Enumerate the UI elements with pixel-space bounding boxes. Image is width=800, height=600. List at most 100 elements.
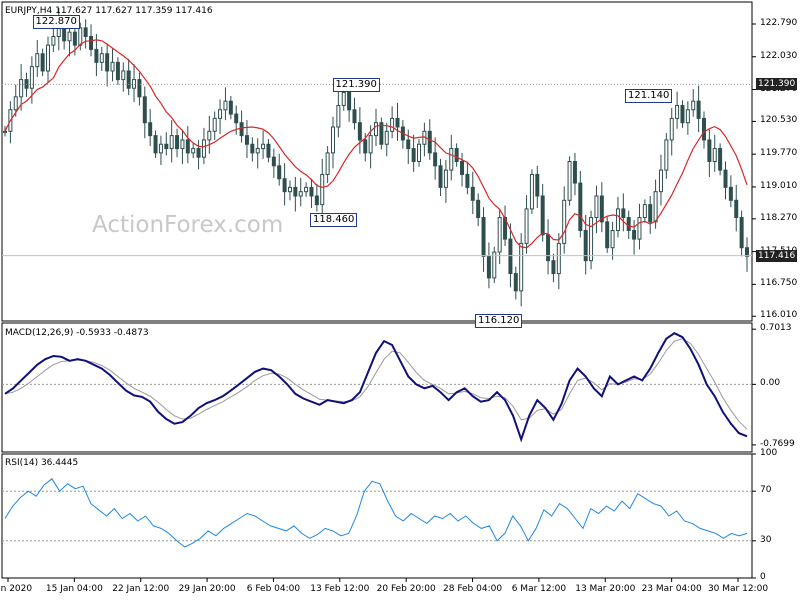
candle-body	[137, 79, 142, 98]
price-callout: 122.870	[32, 14, 80, 29]
rsi-frame	[1, 453, 753, 579]
candle-body	[35, 53, 40, 68]
watermark: ActionForex.com	[92, 212, 284, 238]
candle-body	[626, 217, 631, 231]
candle-body	[330, 126, 335, 154]
price-callout: 116.120	[475, 313, 523, 328]
candle-body	[427, 130, 432, 154]
candle-body	[486, 255, 491, 279]
candle-body	[99, 53, 104, 63]
macd-tick-label: -0.7699	[760, 438, 795, 449]
x-tick-label: 22 Jan 12:00	[112, 584, 170, 594]
candle-body	[524, 208, 529, 244]
candle-body	[664, 139, 669, 171]
candle-body	[497, 217, 502, 253]
candle-body	[395, 117, 400, 128]
candle-body	[615, 208, 620, 231]
candle-body	[94, 48, 99, 63]
candle-body	[266, 143, 271, 158]
candle-body	[309, 186, 314, 197]
candle-body	[277, 165, 282, 180]
candle-body	[443, 169, 448, 188]
candle-body	[728, 186, 733, 201]
macd-line	[4, 332, 748, 443]
price-panel	[2, 8, 756, 317]
candle-body	[648, 204, 653, 223]
candle-body	[406, 139, 411, 150]
candle-body	[164, 143, 169, 150]
macd-header: MACD(12,26,9) -0.5933 -0.4873	[5, 328, 149, 338]
candle-body	[470, 186, 475, 201]
candle-body	[701, 117, 706, 141]
candle-body	[551, 260, 556, 275]
candle-body	[572, 161, 577, 184]
candle-body	[304, 186, 309, 193]
candle-body	[363, 139, 368, 154]
candle-body	[67, 31, 72, 42]
candle-body	[51, 35, 56, 46]
candle-body	[669, 117, 674, 141]
candle-body	[201, 139, 206, 158]
candle-body	[460, 161, 465, 175]
candle-body	[540, 195, 545, 236]
candle-body	[13, 96, 18, 111]
candle-body	[637, 217, 642, 240]
candle-body	[282, 178, 287, 193]
candle-body	[535, 173, 540, 197]
candle-body	[433, 152, 438, 167]
candle-body	[341, 92, 346, 106]
x-tick-label: 28 Feb 04:00	[443, 584, 503, 594]
candle-body	[347, 92, 352, 111]
symbol-header: EURJPY,H4 117.627 117.627 117.359 117.41…	[5, 6, 213, 16]
candle-body	[739, 217, 744, 249]
candle-body	[46, 44, 51, 72]
x-tick-label: 29 Jan 20:00	[178, 584, 236, 594]
candle-body	[594, 195, 599, 219]
price-tick-label: 116.010	[760, 310, 798, 321]
x-tick-label: 6 Mar 12:00	[511, 584, 567, 594]
rsi-line	[4, 478, 748, 548]
candle-body	[115, 61, 120, 81]
candle-body	[438, 165, 443, 188]
candle-body	[142, 96, 147, 124]
candle-body	[368, 135, 373, 154]
candle-body	[508, 238, 513, 275]
candle-body	[492, 251, 497, 279]
price-tick-label: 120.530	[760, 115, 798, 126]
candle-body	[454, 148, 459, 162]
candle-body	[325, 152, 330, 175]
reference-price-badge: 121.390	[756, 78, 798, 91]
macd-frame	[1, 322, 753, 453]
candle-body	[239, 122, 244, 137]
candle-body	[529, 173, 534, 210]
candle-body	[707, 139, 712, 163]
candle-body	[110, 61, 115, 72]
candle-body	[745, 247, 749, 257]
x-tick-label: 13 Feb 12:00	[310, 584, 370, 594]
candle-body	[390, 117, 395, 132]
price-tick-label: 119.010	[760, 180, 798, 191]
candle-body	[261, 143, 266, 150]
candle-body	[83, 27, 88, 37]
moving-average-line	[4, 39, 748, 249]
candle-body	[610, 229, 615, 249]
candle-body	[513, 273, 518, 292]
rsi-panel	[2, 453, 756, 582]
candle-body	[185, 139, 190, 154]
current-price-badge: 117.416	[756, 249, 798, 262]
candle-body	[40, 53, 45, 72]
candle-body	[320, 173, 325, 206]
candle-body	[723, 169, 728, 188]
macd-panel	[2, 328, 756, 446]
price-tick-label: 118.270	[760, 212, 798, 223]
candle-body	[105, 53, 110, 72]
candle-body	[621, 208, 626, 219]
candle-body	[3, 130, 7, 133]
candle-body	[212, 117, 217, 132]
candle-body	[255, 148, 260, 154]
rsi-tick-label: 30	[760, 534, 772, 545]
candle-body	[175, 135, 180, 150]
candle-body	[374, 122, 378, 137]
candle-body	[583, 229, 588, 262]
candle-body	[19, 79, 24, 98]
